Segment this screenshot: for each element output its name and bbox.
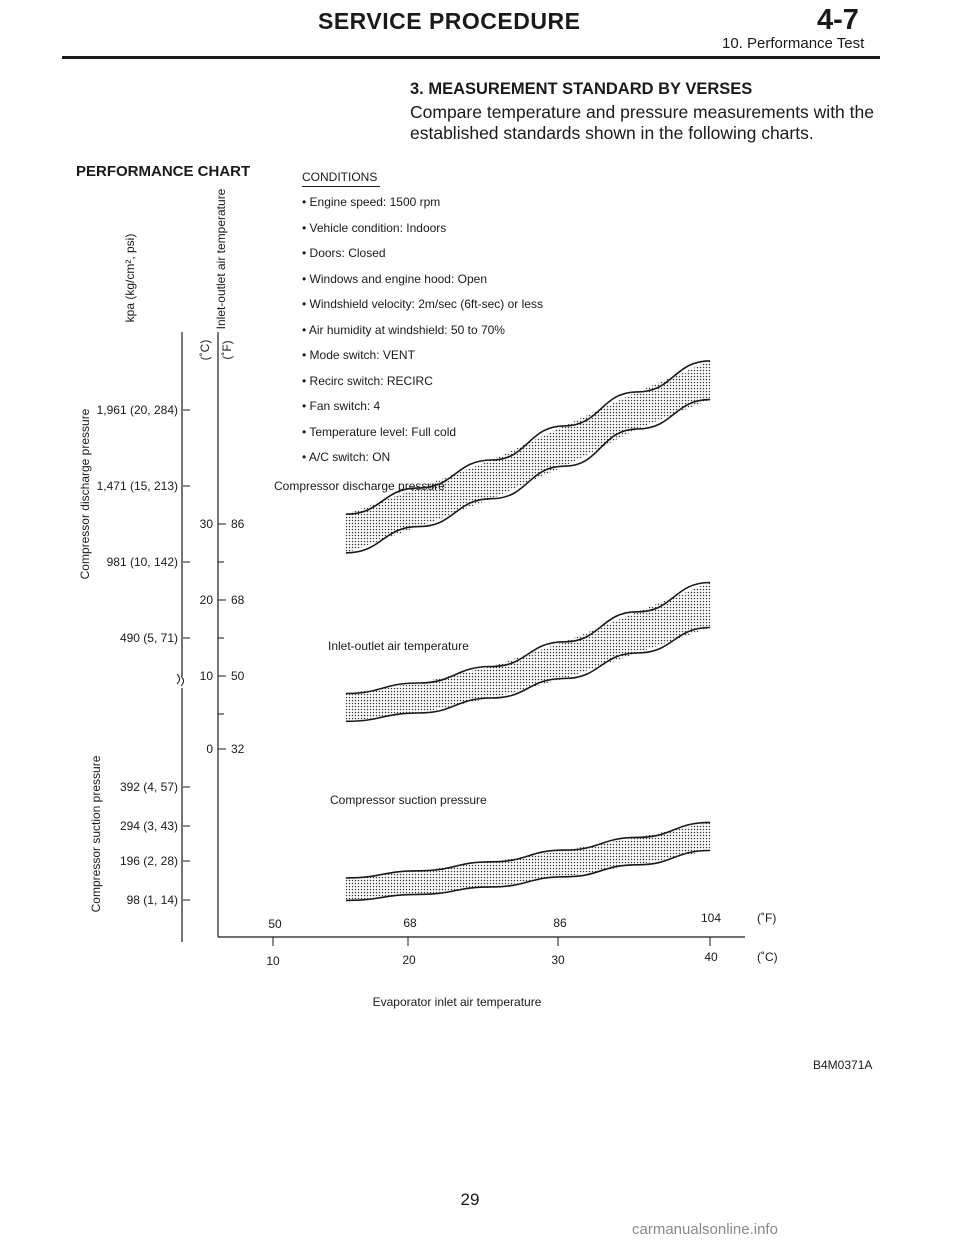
discharge-tick-label: 1,471 (15, 213): [97, 479, 178, 493]
band-area-0: [345, 360, 711, 553]
section-heading: 3. MEASUREMENT STANDARD BY VERSES: [410, 80, 753, 98]
condition-item: • Air humidity at windshield: 50 to 70%: [302, 322, 505, 337]
temp-f-tick-label: 68: [231, 593, 245, 607]
x-f-tick-label: 86: [553, 916, 567, 930]
condition-item: • A/C switch: ON: [302, 450, 391, 464]
discharge-tick-label: 981 (10, 142): [107, 555, 178, 569]
x-c-tick-label: 10: [266, 954, 280, 968]
temp-c-tick-label: 10: [200, 669, 214, 683]
band-area-2: [345, 822, 711, 901]
pressure-unit-label: kpa (kg/cm², psi): [123, 234, 137, 323]
chart-title: PERFORMANCE CHART: [76, 163, 251, 180]
conditions-heading: CONDITIONS: [302, 170, 378, 184]
band-label-discharge: Compressor discharge pressure: [274, 479, 445, 493]
temp-c-tick-label: 0: [206, 742, 213, 756]
band-lower-line-2: [345, 849, 711, 902]
temp-f-tick-label: 32: [231, 742, 245, 756]
x-axis-label: Evaporator inlet air temperature: [373, 995, 542, 1009]
page-number: 29: [460, 1190, 480, 1209]
performance-bands: [345, 360, 711, 902]
temp-axis-label: Inlet-outlet air temperature: [214, 188, 228, 329]
condition-item: • Recirc switch: RECIRC: [302, 373, 433, 388]
condition-item: • Fan switch: 4: [302, 399, 381, 413]
condition-item: • Temperature level: Full cold: [302, 424, 457, 439]
band-upper-line-0: [345, 360, 711, 515]
temp-f-tick-label: 86: [231, 517, 245, 531]
band-upper-line-1: [345, 581, 711, 695]
band-label-temperature: Inlet-outlet air temperature: [328, 639, 469, 653]
temp-f-tick-label: 50: [231, 669, 245, 683]
section-body: Compare temperature and pressure measure…: [410, 102, 874, 143]
x-c-tick-label: 20: [402, 953, 416, 967]
condition-item: • Doors: Closed: [302, 246, 386, 260]
discharge-tick-label: 490 (5, 71): [120, 631, 178, 645]
discharge-axis-label: Compressor discharge pressure: [78, 408, 92, 579]
fahrenheit-unit-label: (˚F): [220, 340, 234, 359]
condition-item: • Windows and engine hood: Open: [302, 271, 487, 286]
band-lower-line-0: [345, 398, 711, 554]
discharge-tick-label: 1,961 (20, 284): [97, 403, 178, 417]
temp-c-tick-label: 30: [200, 517, 214, 531]
header-title: SERVICE PROCEDURE: [318, 8, 581, 34]
axis-break-mark: [176, 673, 184, 687]
figure-id: B4M0371A: [813, 1058, 873, 1072]
condition-item: • Mode switch: VENT: [302, 348, 415, 362]
band-lower-line-1: [345, 626, 711, 723]
band-upper-line-2: [345, 821, 711, 879]
suction-tick-label: 196 (2, 28): [120, 854, 178, 868]
band-label-suction: Compressor suction pressure: [330, 793, 487, 807]
x-f-tick-label: 68: [403, 916, 417, 930]
header-rule: [62, 56, 880, 59]
condition-item: • Windshield velocity: 2m/sec (6ft-sec) …: [302, 297, 543, 311]
section-number: 4-7: [817, 4, 859, 36]
suction-tick-label: 98 (1, 14): [127, 893, 178, 907]
suction-axis-label: Compressor suction pressure: [89, 755, 103, 912]
temp-c-tick-label: 20: [200, 593, 214, 607]
x-c-tick-label: 30: [551, 953, 565, 967]
x-c-tick-label: 40: [704, 950, 718, 964]
condition-item: • Vehicle condition: Indoors: [302, 220, 447, 235]
x-f-tick-label: 50: [268, 917, 282, 931]
conditions-underline: [302, 186, 380, 187]
suction-tick-label: 294 (3, 43): [120, 819, 178, 833]
suction-tick-label: 392 (4, 57): [120, 780, 178, 794]
conditions-list: • Engine speed: 1500 rpm • Vehicle condi…: [302, 195, 543, 476]
x-c-unit-label: (˚C): [757, 950, 778, 964]
watermark: carmanualsonline.info: [632, 1221, 778, 1238]
x-f-tick-label: 104: [701, 911, 721, 925]
header-subtitle: 10. Performance Test: [722, 35, 865, 52]
condition-item: • Engine speed: 1500 rpm: [302, 195, 441, 209]
band-area-1: [345, 582, 711, 722]
celsius-unit-label: (˚C): [198, 340, 212, 361]
x-f-unit-label: (˚F): [757, 911, 776, 925]
